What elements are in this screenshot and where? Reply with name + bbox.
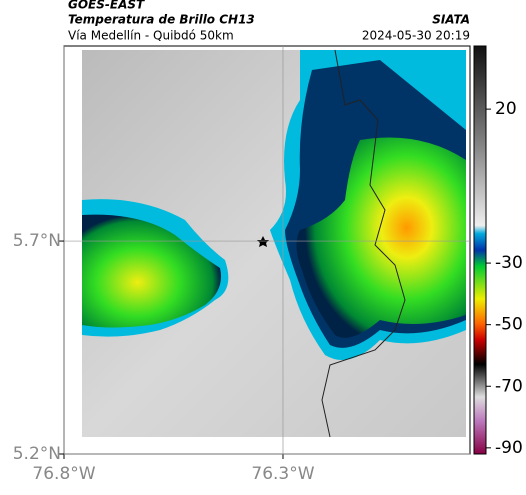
colorbar — [473, 45, 487, 455]
subtitle: Vía Medellín - Quibdó 50km — [68, 29, 234, 43]
y-tick-label: 5.2°N — [13, 444, 61, 464]
y-tick-label: 5.7°N — [13, 231, 61, 251]
colorbar-tick-label: -90 — [495, 438, 523, 458]
colorbar-tick-label: -70 — [495, 376, 523, 396]
source-label: GOES-EAST — [68, 0, 145, 12]
colorbar-tick-label: -30 — [495, 253, 523, 273]
colorbar-tick-label: 20 — [495, 99, 517, 119]
datetime: 2024-05-30 20:19 — [362, 29, 470, 43]
satellite-image — [82, 49, 466, 438]
agency-label: SIATA — [432, 13, 470, 27]
title: Temperatura de Brillo CH13 — [68, 13, 255, 27]
x-tick-label: 76.3°W — [251, 464, 314, 484]
colorbar-tick-label: -50 — [495, 315, 523, 335]
x-tick-label: 76.8°W — [32, 464, 95, 484]
